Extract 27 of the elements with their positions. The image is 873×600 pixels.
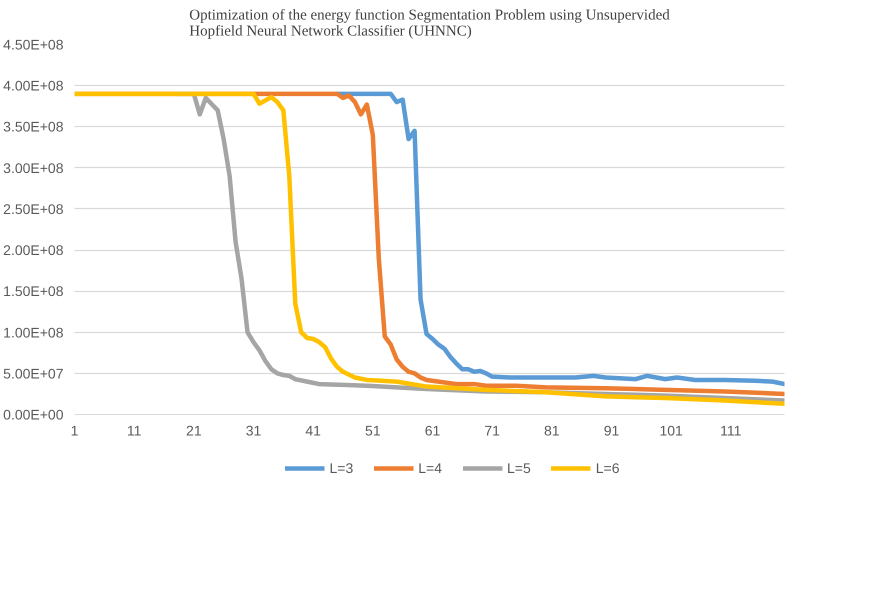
x-tick-label: 111 <box>720 422 742 438</box>
y-tick-label: 2.00E+08 <box>3 242 64 258</box>
y-tick-label: 4.00E+08 <box>3 78 64 94</box>
x-tick-label: 11 <box>126 422 142 438</box>
legend-label: L=6 <box>596 460 620 476</box>
y-tick-label: 4.50E+08 <box>3 36 64 52</box>
x-tick-label: 91 <box>604 422 620 438</box>
x-tick-label: 41 <box>305 422 322 438</box>
y-tick-label: 0.00E+00 <box>3 406 64 422</box>
x-tick-label: 81 <box>544 422 560 438</box>
y-tick-label: 3.00E+08 <box>3 160 64 176</box>
x-tick-label: 71 <box>484 422 500 438</box>
y-tick-label: 2.50E+08 <box>3 200 64 217</box>
y-tick-label: 1.00E+08 <box>3 324 64 340</box>
x-tick-label: 101 <box>659 422 684 438</box>
y-tick-label: 1.50E+08 <box>3 283 64 300</box>
x-tick-label: 21 <box>186 422 202 438</box>
y-tick-label: 3.50E+08 <box>3 118 64 135</box>
legend-label: L=4 <box>418 460 442 476</box>
x-tick-label: 51 <box>365 422 381 438</box>
legend-label: L=3 <box>330 460 354 476</box>
legend-label: L=5 <box>507 460 531 476</box>
chart-title: Optimization of the energy function Segmentation Problem using Unsupervided Hopfield Neural Network Classifier (UHNNC) <box>189 8 670 40</box>
x-tick-label: 61 <box>424 422 440 438</box>
x-tick-label: 1 <box>70 422 79 438</box>
y-tick-label: 5.00E+07 <box>3 365 64 382</box>
x-tick-label: 31 <box>246 422 262 438</box>
